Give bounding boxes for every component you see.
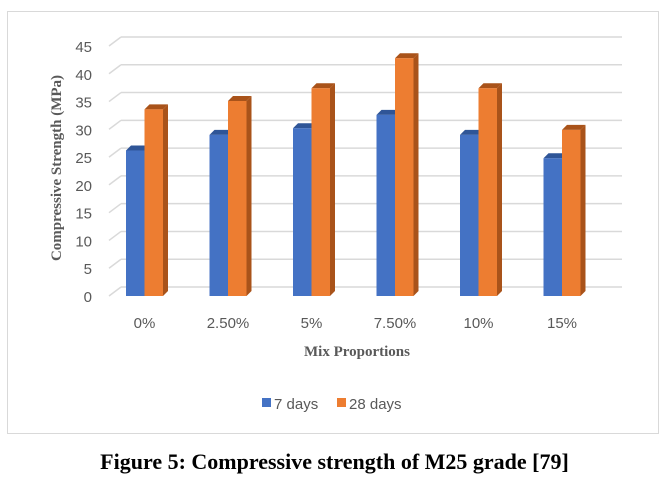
bar-7-days <box>209 134 228 296</box>
bar-top <box>460 129 484 135</box>
x-tick-label: 0% <box>134 315 156 332</box>
legend-swatch <box>337 398 346 407</box>
x-tick-label: 10% <box>463 315 493 332</box>
bar-top <box>478 83 502 89</box>
bar-side <box>580 124 586 296</box>
bar-28-days <box>562 129 581 296</box>
gridline-side <box>108 258 122 269</box>
legend-swatch <box>262 398 271 407</box>
gridline-side <box>108 91 122 103</box>
y-tick-label: 15 <box>75 206 92 223</box>
bar-top <box>376 109 400 115</box>
y-tick-label: 35 <box>75 95 92 112</box>
legend: 7 days 28 days <box>262 396 402 413</box>
gridline-side <box>108 203 122 214</box>
gridline-side <box>108 175 122 186</box>
bar-28-days <box>311 88 330 296</box>
bar-top <box>293 123 317 129</box>
bar-28-days <box>228 101 247 296</box>
figure-caption: Figure 5: Compressive strength of M25 gr… <box>100 449 569 474</box>
y-tick-label: 20 <box>75 178 92 195</box>
bars <box>126 53 586 296</box>
bar-28-days <box>478 88 497 296</box>
y-tick-label: 5 <box>84 261 92 278</box>
bar-28-days <box>144 109 163 296</box>
bar-top <box>228 96 252 101</box>
gridline-side <box>108 230 122 242</box>
bar-side <box>497 83 502 296</box>
y-axis-title: Compressive Strength (MPa) <box>49 75 65 261</box>
gridline-side <box>108 64 122 75</box>
y-tick-label: 0 <box>84 289 92 306</box>
bar-7-days <box>460 134 479 296</box>
x-tick-label: 7.50% <box>374 315 417 332</box>
bar-side <box>246 96 252 296</box>
gridlines <box>108 36 622 297</box>
gridline-side <box>108 147 122 158</box>
bar-top <box>395 53 419 59</box>
bar-side <box>413 53 419 296</box>
x-tick-labels: 0% 2.50% 5% 7.50% 10% 15% <box>134 315 577 332</box>
y-tick-label: 45 <box>75 39 92 56</box>
legend-label: 28 days <box>349 396 402 413</box>
bar-top <box>562 124 586 130</box>
y-tick-label: 30 <box>75 122 92 139</box>
y-tick-labels: 0 5 10 15 20 25 30 35 40 45 <box>75 39 92 306</box>
bar-top <box>209 129 233 135</box>
gridline-side <box>108 286 122 297</box>
bar-top <box>311 83 335 89</box>
y-tick-label: 40 <box>75 67 92 84</box>
bar-top <box>144 104 168 110</box>
bar-top <box>126 145 150 151</box>
bar-7-days <box>376 114 395 296</box>
bar-7-days <box>293 128 312 296</box>
x-tick-label: 5% <box>301 315 323 332</box>
gridline-side <box>108 36 122 47</box>
bar-7-days <box>543 158 562 296</box>
y-tick-label: 25 <box>75 150 92 167</box>
x-axis-title: Mix Proportions <box>304 344 410 360</box>
bar-28-days <box>395 58 414 296</box>
bar-side <box>163 104 168 296</box>
bar-side <box>330 83 335 296</box>
y-tick-label: 10 <box>75 233 92 250</box>
x-tick-label: 15% <box>547 315 577 332</box>
legend-label: 7 days <box>274 396 318 413</box>
bar-7-days <box>126 150 145 296</box>
bar-top <box>543 153 567 159</box>
x-tick-label: 2.50% <box>207 315 250 332</box>
gridline-side <box>108 119 122 130</box>
